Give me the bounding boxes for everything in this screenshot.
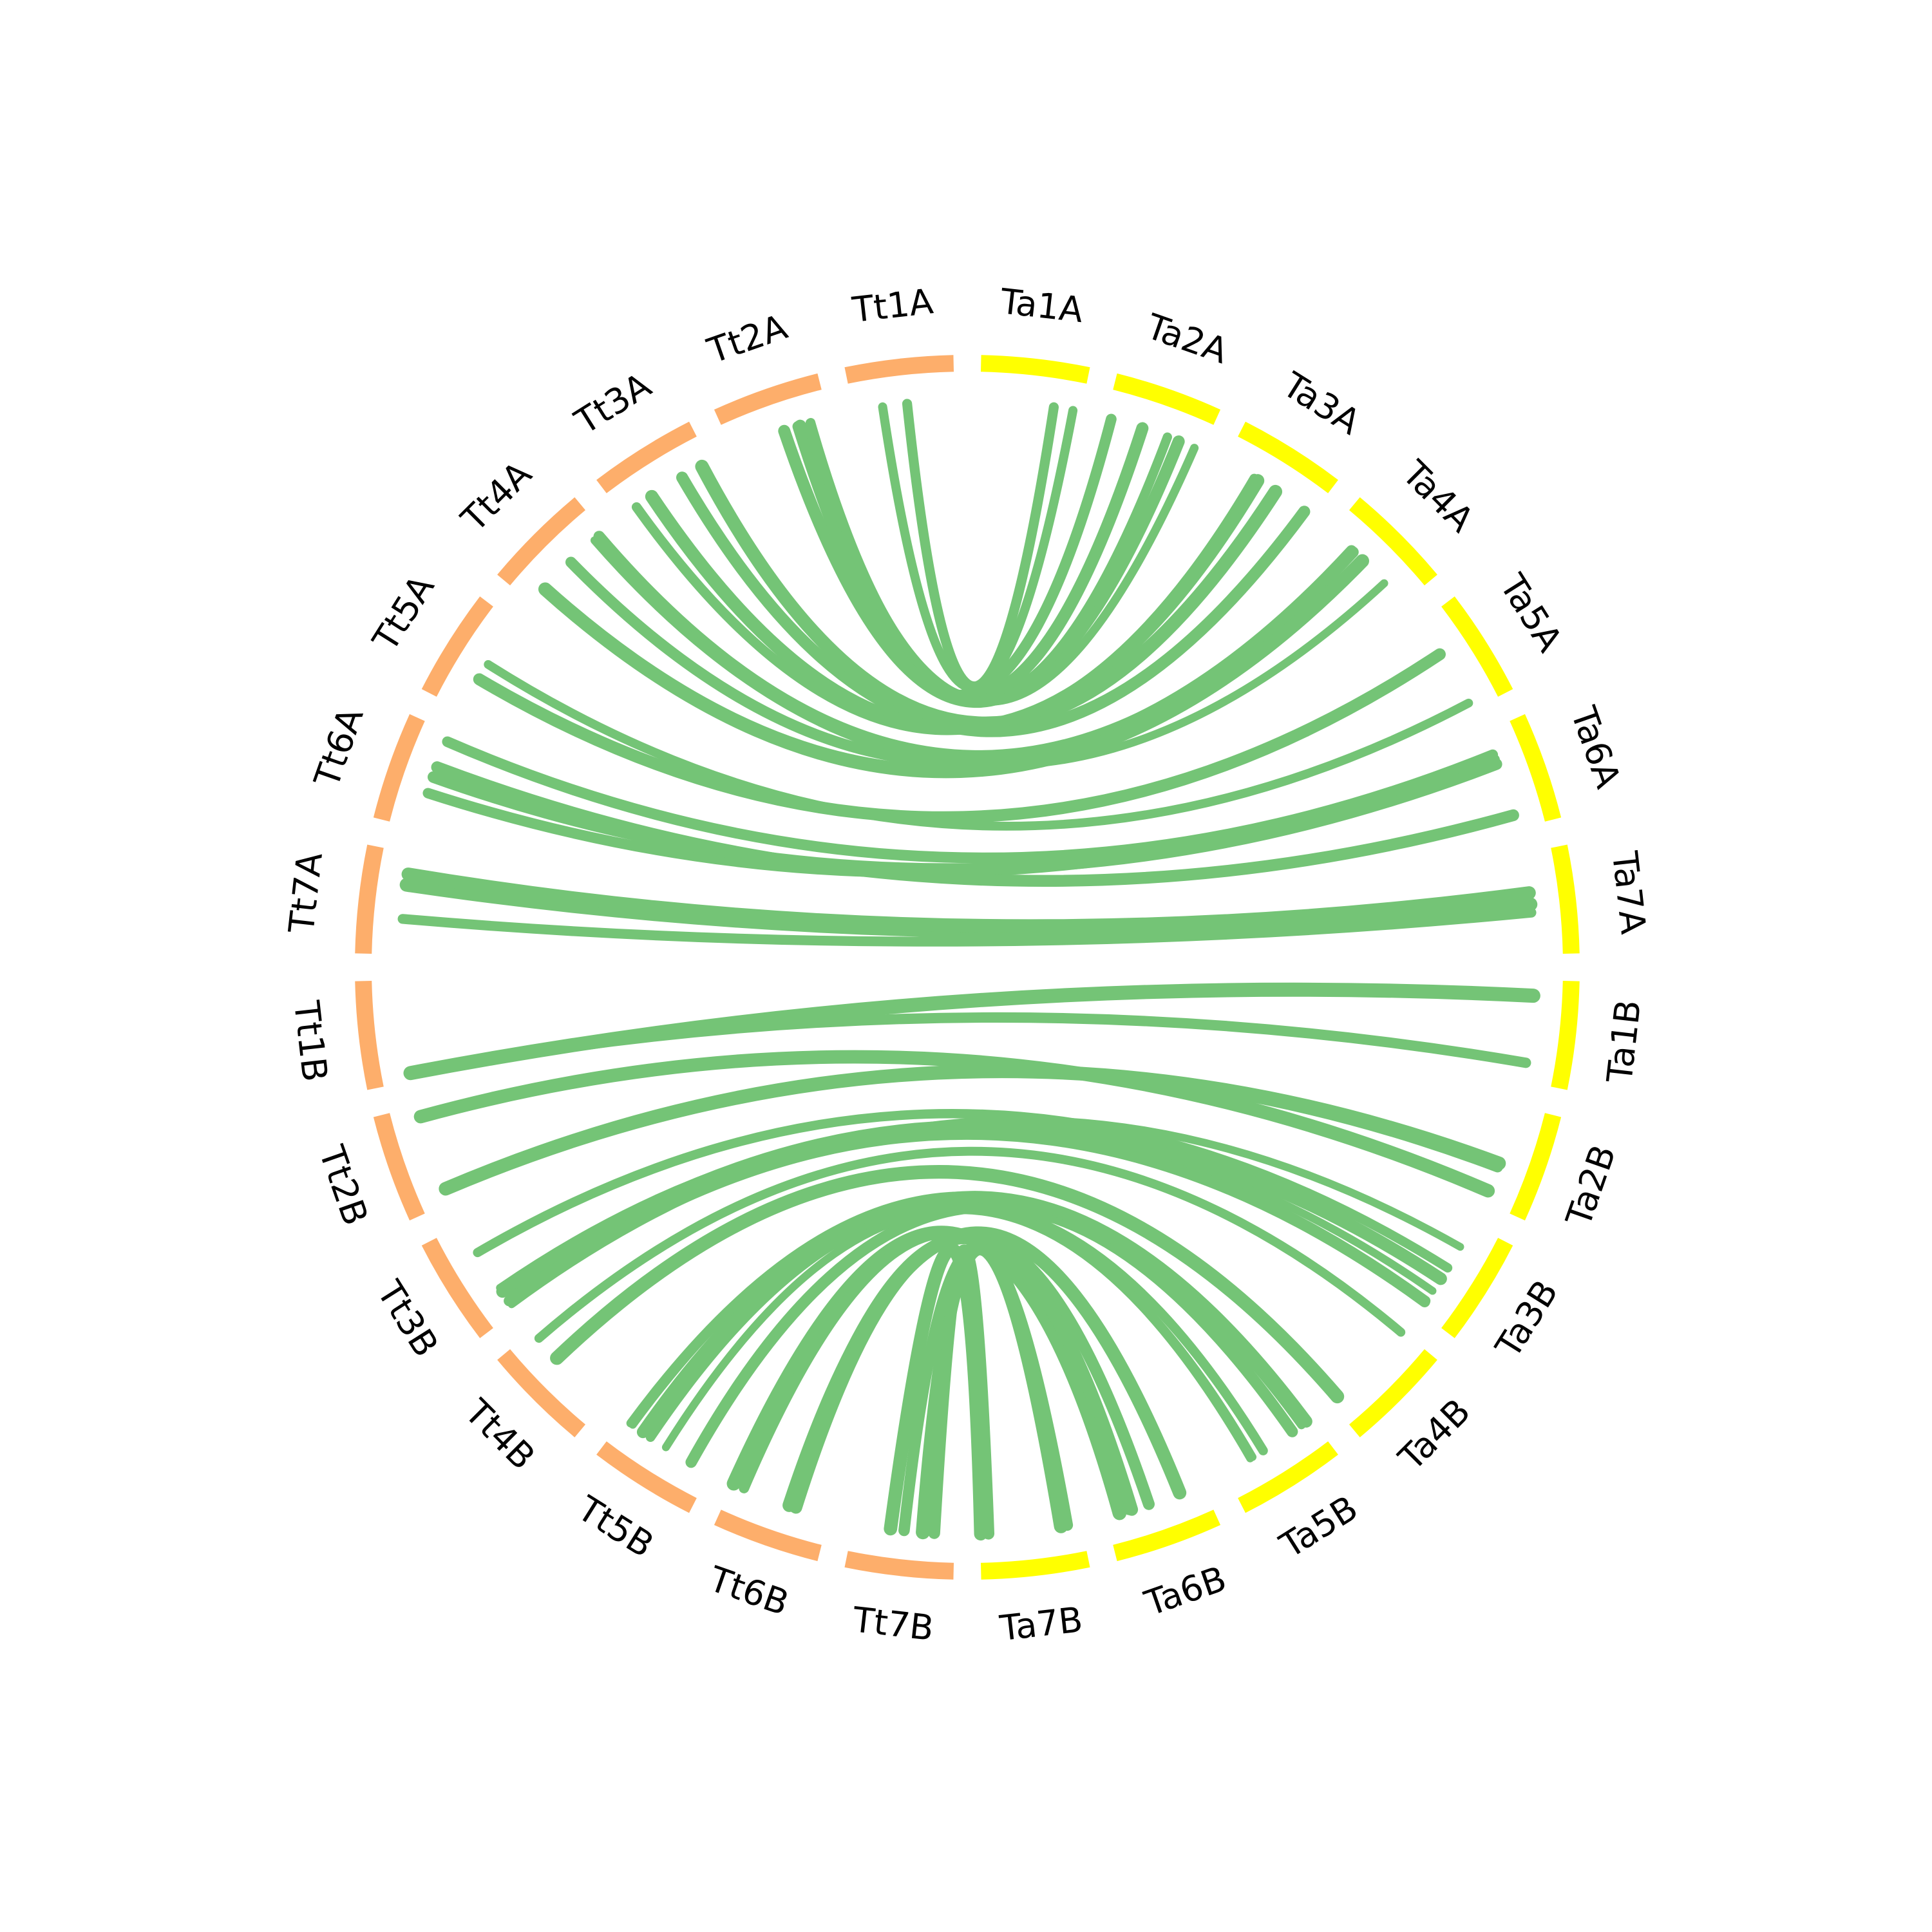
link bbox=[401, 867, 1536, 933]
link bbox=[397, 907, 1537, 947]
chromosome-label: Tt5B bbox=[570, 1488, 661, 1566]
chromosome-segment bbox=[1510, 1113, 1562, 1221]
chromosome-segment bbox=[1510, 714, 1562, 822]
chromosome-segment bbox=[1441, 1238, 1513, 1338]
chromosome-label: Ta2A bbox=[1141, 306, 1233, 372]
link bbox=[427, 758, 1502, 875]
link bbox=[431, 761, 1519, 887]
chromosome-label: Tt2A bbox=[702, 307, 792, 372]
chromosome-segment bbox=[1349, 497, 1437, 586]
chromosome-segment bbox=[1238, 1441, 1338, 1513]
link bbox=[473, 648, 1446, 824]
chromosome-segment bbox=[844, 355, 954, 384]
chromosome-segment bbox=[373, 714, 425, 822]
chromosome-label: Tt4A bbox=[453, 453, 540, 540]
link bbox=[538, 554, 1369, 779]
chromosome-label: Tt3B bbox=[369, 1273, 447, 1364]
chromosome-segment bbox=[714, 373, 822, 425]
chromosome-segment bbox=[1349, 1349, 1437, 1437]
link bbox=[442, 736, 1499, 864]
chromosome-segment bbox=[421, 596, 493, 697]
link bbox=[629, 1200, 1257, 1461]
chromosome-segment bbox=[1238, 421, 1338, 493]
chromosome-label: Tt1B bbox=[286, 998, 336, 1084]
chromosome-label: Tt3A bbox=[567, 365, 658, 443]
chromosome-segment bbox=[596, 1441, 697, 1513]
chromosome-segment bbox=[421, 1238, 493, 1338]
chromosome-segment bbox=[1551, 844, 1580, 954]
chromosome-segment bbox=[355, 980, 384, 1090]
chromosome-segment bbox=[1441, 596, 1513, 697]
chromosome-label: Ta3A bbox=[1275, 364, 1367, 442]
chromosome-label: Ta5B bbox=[1273, 1488, 1365, 1566]
chromosome-segment bbox=[596, 421, 697, 493]
link bbox=[790, 1231, 1139, 1516]
link bbox=[484, 660, 1473, 831]
link bbox=[534, 1146, 1406, 1343]
chromosome-label: Ta7B bbox=[998, 1599, 1085, 1649]
link bbox=[473, 1109, 1453, 1273]
link bbox=[884, 1242, 988, 1541]
chromosome-label: Tt7B bbox=[850, 1599, 936, 1649]
link bbox=[565, 545, 1358, 768]
chromosome-segment bbox=[980, 1551, 1090, 1580]
chromosome-label: Tt5A bbox=[365, 568, 442, 659]
chromosome-segment bbox=[1113, 373, 1221, 425]
chromosome-label: Ta5A bbox=[1492, 567, 1570, 659]
link bbox=[550, 1165, 1345, 1404]
chromosome-segment bbox=[373, 1113, 425, 1221]
chromosome-segment bbox=[497, 1349, 586, 1437]
chromosome-label: Tt6B bbox=[703, 1558, 793, 1624]
chromosome-segment bbox=[1113, 1510, 1221, 1562]
links bbox=[397, 399, 1540, 1541]
chromosome-segment bbox=[1551, 980, 1580, 1090]
chromosome-label: Ta6A bbox=[1563, 701, 1629, 793]
link bbox=[805, 419, 1199, 706]
link bbox=[898, 1242, 1074, 1537]
chromosome-label: Ta7A bbox=[1604, 849, 1654, 936]
chromosome-label: Tt1A bbox=[849, 281, 935, 330]
chromosome-label: Ta3B bbox=[1487, 1273, 1566, 1365]
chromosome-segment bbox=[714, 1510, 822, 1562]
link bbox=[631, 473, 1260, 735]
chromosome-label: Tt6A bbox=[306, 703, 371, 793]
chromosome-label: Tt4B bbox=[457, 1391, 543, 1477]
link bbox=[439, 1064, 1506, 1196]
link bbox=[504, 1129, 1430, 1308]
chromosome-segment bbox=[355, 844, 384, 954]
chromosome-label: Ta2B bbox=[1558, 1140, 1624, 1232]
chromosome-label: Tt7A bbox=[281, 850, 330, 936]
chromosome-label: Ta4B bbox=[1390, 1391, 1478, 1479]
chromosome-label: Tt2B bbox=[311, 1140, 376, 1230]
chromosome-segment bbox=[980, 355, 1090, 384]
link bbox=[413, 1050, 1495, 1198]
chromosome-label: Ta4A bbox=[1394, 453, 1482, 540]
chromosome-label: Ta6B bbox=[1139, 1558, 1231, 1624]
chromosome-label: Ta1A bbox=[998, 281, 1085, 330]
link bbox=[902, 399, 1059, 692]
chromosome-segment bbox=[497, 497, 586, 586]
link bbox=[403, 982, 1540, 1081]
chromosome-label: Ta1B bbox=[1599, 998, 1649, 1085]
chromosome-segment bbox=[844, 1551, 954, 1580]
